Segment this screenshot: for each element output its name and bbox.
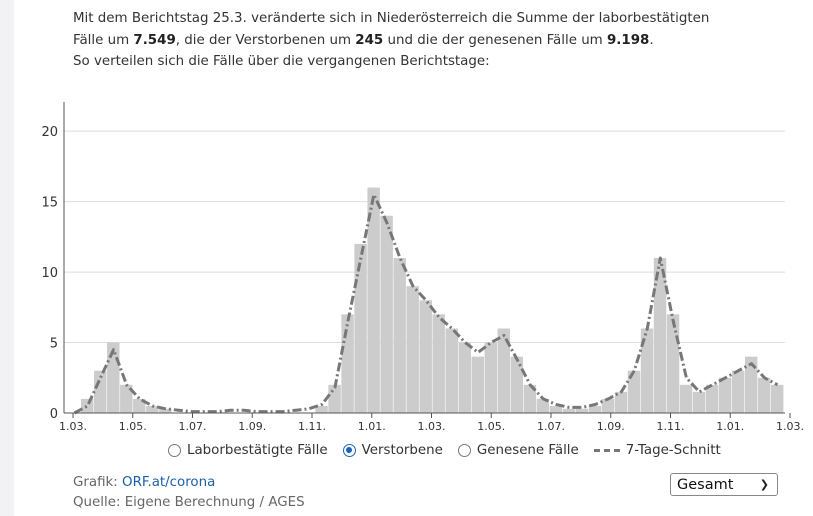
chart-legend: Laborbestätigte Fälle Verstorbene Genese… bbox=[168, 440, 736, 460]
radio-checked-icon[interactable] bbox=[342, 443, 356, 457]
bar bbox=[536, 398, 550, 413]
bar bbox=[510, 356, 524, 413]
bar bbox=[549, 405, 563, 413]
bar bbox=[133, 398, 146, 413]
bar bbox=[406, 286, 419, 413]
bar bbox=[419, 300, 432, 413]
period-select-value: Gesamt bbox=[677, 476, 734, 493]
x-tick-labels: 1.03. 1.05. 1.07. 1.09. 1.11. 1.01. 1.03. 1.05.… bbox=[59, 413, 804, 433]
legend-option-deaths-label: Verstorbene bbox=[361, 442, 443, 458]
y-tick-label: 5 bbox=[50, 337, 58, 352]
intro-text-part: und die der genesenen Fälle um bbox=[383, 32, 607, 48]
intro-text-part: . bbox=[649, 32, 654, 48]
bar bbox=[328, 384, 341, 413]
bar bbox=[705, 384, 719, 413]
bar bbox=[81, 398, 94, 413]
x-tick-label: 1.05. bbox=[477, 420, 505, 433]
bar bbox=[575, 408, 589, 413]
graphic-credit: Grafik: ORF.at/corona bbox=[73, 473, 305, 493]
y-tick-labels: 0 5 10 15 20 bbox=[41, 125, 58, 422]
bar bbox=[627, 370, 641, 413]
bar bbox=[497, 328, 511, 413]
bar bbox=[380, 215, 393, 413]
legend-option-recovered[interactable]: Genesene Fälle bbox=[457, 442, 579, 458]
radio-icon[interactable] bbox=[168, 443, 181, 457]
left-margin-strip bbox=[0, 0, 14, 516]
source-credit: Quelle: Eigene Berechnung / AGES bbox=[73, 495, 305, 510]
bar bbox=[458, 342, 471, 413]
recovered-change-value: 9.198 bbox=[606, 32, 650, 48]
bar bbox=[692, 391, 706, 413]
cases-change-value: 7.549 bbox=[133, 32, 176, 48]
x-tick-label: 1.07. bbox=[179, 420, 207, 433]
x-tick-label: 1.03. bbox=[776, 420, 804, 433]
intro-line-1: Mit dem Berichtstag 25.3. veränderte sic… bbox=[73, 11, 710, 26]
x-tick-label: 1.11. bbox=[298, 420, 326, 433]
bar bbox=[432, 314, 445, 413]
bar bbox=[120, 384, 133, 413]
legend-average: 7-Tage-Schnitt bbox=[593, 442, 721, 458]
chevron-down-icon: ❯ bbox=[759, 478, 769, 491]
bar bbox=[367, 187, 380, 413]
bar bbox=[770, 384, 784, 413]
x-tick-label: 1.05. bbox=[119, 420, 147, 433]
x-tick-label: 1.01. bbox=[358, 420, 386, 433]
bar bbox=[484, 342, 497, 413]
bar bbox=[653, 258, 667, 413]
x-tick-label: 1.03. bbox=[59, 420, 87, 433]
chart-footer: Grafik: ORF.at/corona Quelle: Eigene Ber… bbox=[73, 473, 305, 513]
legend-option-cases[interactable]: Laborbestätigte Fälle bbox=[168, 443, 328, 458]
bar bbox=[471, 356, 484, 413]
bar bbox=[757, 377, 771, 413]
y-tick-label: 10 bbox=[41, 266, 58, 281]
graphic-credit-label: Grafik: bbox=[73, 475, 123, 490]
bar bbox=[640, 328, 654, 413]
bar bbox=[744, 356, 758, 413]
bar bbox=[393, 258, 406, 413]
bar bbox=[341, 314, 354, 413]
intro-text-part: , die der Verstorbenen um bbox=[175, 32, 356, 48]
y-tick-label: 15 bbox=[41, 196, 58, 211]
intro-line-3: So verteilen sich die Fälle über die ver… bbox=[73, 54, 490, 69]
bar bbox=[523, 384, 537, 413]
bar bbox=[601, 398, 615, 413]
bar bbox=[679, 384, 693, 413]
seven-day-average-line bbox=[73, 193, 779, 415]
bar bbox=[666, 314, 680, 413]
bar bbox=[588, 405, 602, 413]
bar bbox=[159, 408, 172, 413]
bar bbox=[146, 405, 159, 413]
x-tick-label: 1.09. bbox=[238, 420, 266, 433]
x-tick-label: 1.11. bbox=[657, 420, 685, 433]
bar bbox=[445, 328, 458, 413]
chart-bars bbox=[81, 187, 784, 413]
x-tick-label: 1.07. bbox=[537, 420, 565, 433]
bar bbox=[562, 408, 576, 413]
intro-text-part: Fälle um bbox=[73, 32, 134, 48]
orf-corona-link[interactable]: ORF.at/corona bbox=[122, 475, 216, 490]
legend-option-recovered-label: Genesene Fälle bbox=[476, 442, 579, 458]
bar bbox=[94, 370, 107, 413]
legend-option-deaths[interactable]: Verstorbene bbox=[342, 442, 443, 458]
legend-average-label: 7-Tage-Schnitt bbox=[625, 442, 721, 458]
radio-icon[interactable] bbox=[457, 443, 471, 457]
bar bbox=[731, 370, 745, 413]
x-tick-label: 1.03. bbox=[418, 420, 446, 433]
legend-option-cases-label: Laborbestätigte Fälle bbox=[187, 442, 328, 458]
intro-text: Mit dem Berichtstag 25.3. veränderte sic… bbox=[73, 8, 793, 73]
x-tick-label: 1.01. bbox=[716, 420, 744, 433]
deaths-change-value: 245 bbox=[355, 32, 384, 48]
bar bbox=[354, 243, 367, 413]
y-tick-label: 20 bbox=[41, 125, 58, 140]
dash-dot-line-icon bbox=[593, 448, 620, 452]
bar bbox=[315, 405, 328, 413]
bar bbox=[614, 391, 628, 413]
intro-line-2: Fälle um 7.549, die der Verstorbenen um … bbox=[73, 30, 793, 52]
x-tick-label: 1.09. bbox=[597, 420, 625, 433]
y-tick-label: 0 bbox=[50, 407, 58, 422]
period-select[interactable]: Gesamt ❯ bbox=[670, 473, 778, 496]
bar bbox=[718, 377, 732, 413]
